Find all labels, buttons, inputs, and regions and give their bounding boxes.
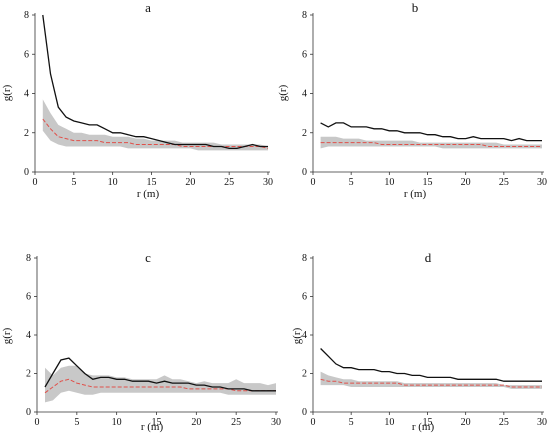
panel-b-xtick-label: 5 [349,177,354,188]
panel-c-xtick-label: 30 [271,417,281,428]
panel-a-xtick-label: 0 [33,177,38,188]
panel-b-xtick-label: 10 [384,177,394,188]
panel-d-xtick-label: 10 [384,417,394,428]
panel-c-xtick-label: 0 [35,417,40,428]
panel-c-envelope [45,365,276,403]
panel-b-xtick-label: 30 [537,177,547,188]
panel-c-xlabel: r (m) [141,421,164,433]
panel-a-ytick-label: 4 [24,89,29,100]
panel-a-xtick-label: 25 [224,177,234,188]
panel-c-ytick-label: 4 [26,330,31,341]
panel-a-ytick-label: 6 [24,49,29,60]
panel-b-xtick-label: 0 [311,177,316,188]
panel-d-title: d [425,250,432,265]
panel-d-xtick-label: 0 [311,417,316,428]
panel-b: b g(r) r (m) 0 5 10 15 20 25 30 0 2 4 6 8 [277,0,547,200]
panel-b-ytick-label: 8 [302,10,307,21]
panel-a-xlabel: r (m) [137,188,160,200]
panel-b-ytick-label: 0 [302,167,307,178]
panel-c-xtick-label: 5 [74,417,79,428]
panel-d-observed-line [320,348,542,382]
panel-d-expected-line [320,378,542,388]
panel-d-xtick-label: 30 [537,417,547,428]
panel-a-expected-line [42,118,269,149]
panel-b-ytick-label: 6 [302,49,307,60]
panel-b-ylabel: g(r) [277,84,289,101]
panel-d-ytick-label: 6 [302,292,307,303]
panel-d-ytick-label: 2 [302,369,307,380]
panel-a-xtick-label: 5 [71,177,76,188]
panel-c-ytick-label: 8 [26,253,31,264]
panel-b-ytick-label: 2 [302,128,307,139]
panel-b-title: b [412,0,419,15]
panel-b-envelope [320,136,542,149]
panel-d-xtick-label: 25 [499,417,509,428]
panel-b-observed-line [320,122,542,142]
panel-a-xtick-label: 15 [147,177,157,188]
panel-d-envelope [320,371,542,389]
panel-d-ylabel: g(r) [291,327,303,344]
panel-c-title: c [145,250,151,265]
panel-a-xtick-label: 10 [108,177,118,188]
panel-c-xtick-label: 25 [231,417,241,428]
panel-c-observed-line [44,357,276,392]
panel-b-xtick-label: 15 [423,177,433,188]
panel-d-xlabel: r (m) [412,421,435,433]
panel-a: a g(r) r (m) 0 5 10 15 20 25 30 0 2 4 6 8 [1,0,273,200]
panel-c-xtick-label: 20 [191,417,201,428]
panel-d-xtick-label: 20 [461,417,471,428]
panel-a-ytick-label: 8 [24,10,29,21]
panel-a-envelope [42,99,268,151]
panel-c: c g(r) r (m) 0 5 10 15 20 25 30 0 2 4 6 8 [1,250,281,433]
panel-c-xtick-label: 15 [152,417,162,428]
panel-d: d g(r) r (m) 0 5 10 15 20 25 30 0 2 4 6 8 [291,250,547,433]
panel-a-ytick-label: 0 [24,167,29,178]
panel-a-xtick-label: 20 [185,177,195,188]
panel-b-expected-line [320,142,542,147]
panel-b-xtick-label: 20 [461,177,471,188]
panel-c-xtick-label: 10 [112,417,122,428]
panel-a-observed-line [42,14,268,150]
panel-a-ylabel: g(r) [1,84,13,101]
panel-a-ytick-label: 2 [24,128,29,139]
panel-b-xtick-label: 25 [499,177,509,188]
panel-c-ytick-label: 0 [26,407,31,418]
panel-c-ylabel: g(r) [1,327,13,344]
panel-d-ytick-label: 4 [302,330,307,341]
panel-d-ytick-label: 8 [302,253,307,264]
panel-a-xtick-label: 30 [263,177,273,188]
panel-c-ytick-label: 2 [26,369,31,380]
panel-c-expected-line [44,378,276,394]
panel-c-ytick-label: 6 [26,292,31,303]
panel-d-xtick-label: 5 [349,417,354,428]
panel-d-ytick-label: 0 [302,407,307,418]
panel-d-xtick-label: 15 [423,417,433,428]
panel-b-xlabel: r (m) [404,188,427,200]
panel-b-ytick-label: 4 [302,89,307,100]
panel-a-title: a [145,0,151,15]
